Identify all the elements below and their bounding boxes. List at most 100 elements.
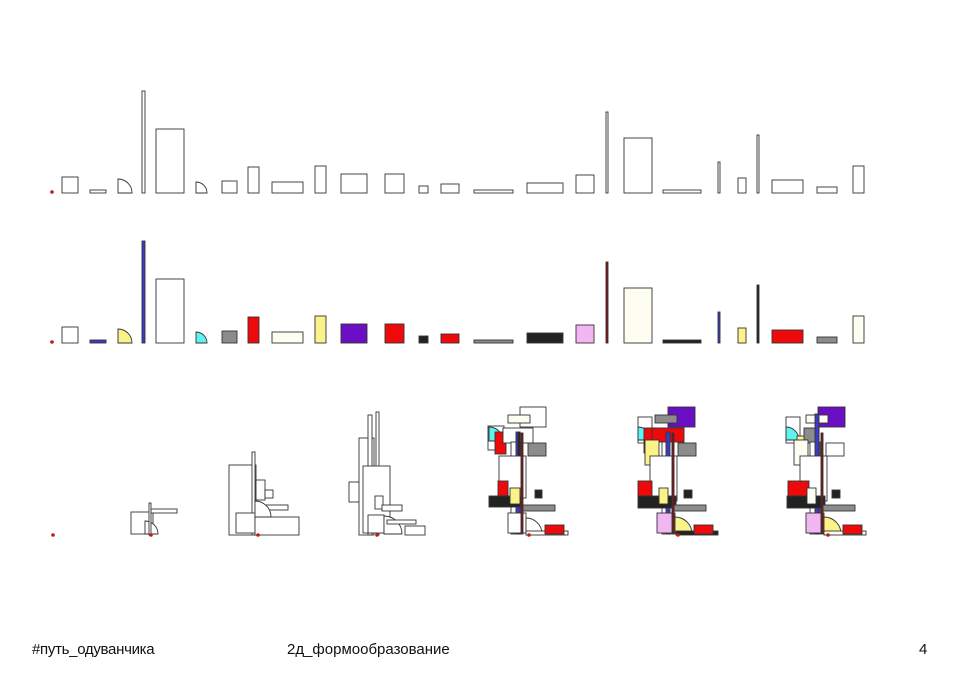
colored-quarter-circle — [195, 331, 208, 344]
outline-element — [771, 179, 804, 194]
outline-element — [384, 173, 405, 194]
outline-element — [271, 181, 304, 194]
colored-element — [141, 240, 146, 344]
composition-stage-6 — [637, 406, 719, 537]
quarter-circle-shape — [144, 520, 159, 535]
outline-element — [605, 111, 609, 194]
form-rect — [235, 512, 256, 534]
outline-element — [473, 189, 514, 194]
form-rect — [637, 480, 653, 497]
form-rect — [507, 414, 531, 424]
form-rect — [521, 504, 556, 512]
colored-element — [771, 329, 804, 344]
form-rect — [374, 495, 384, 510]
outline-element — [89, 189, 107, 194]
form-rect — [831, 489, 841, 499]
form-rect — [150, 508, 178, 514]
outline-element — [440, 183, 460, 194]
origin-dot — [51, 533, 55, 537]
outline-element — [314, 165, 327, 194]
form-rect — [520, 432, 524, 535]
outline-element — [852, 165, 865, 194]
outline-element — [575, 174, 595, 194]
colored-element — [89, 339, 107, 344]
form-rect — [786, 495, 826, 509]
colored-element — [852, 315, 865, 344]
outline-element — [340, 173, 368, 194]
form-rect — [509, 487, 521, 505]
colored-element — [221, 330, 238, 344]
composition-stage-2 — [130, 502, 178, 537]
form-rect — [255, 479, 266, 501]
form-rect — [821, 504, 856, 512]
form-rect — [806, 487, 817, 505]
origin-dot — [50, 190, 54, 194]
form-rect — [264, 489, 274, 499]
composition-stage-5 — [487, 406, 569, 537]
outline-element — [247, 166, 260, 194]
origin-dot — [826, 533, 830, 537]
form-rect — [251, 451, 256, 536]
origin-dot — [50, 340, 54, 344]
quarter-circle-shape — [254, 500, 272, 518]
form-rect — [787, 480, 810, 497]
form-rect — [693, 524, 714, 535]
colored-element — [816, 336, 838, 344]
outline-element — [623, 137, 653, 194]
origin-dot — [676, 533, 680, 537]
composition-stage-7 — [785, 406, 867, 537]
form-rect — [820, 432, 824, 535]
form-rect — [386, 519, 417, 525]
outline-element — [816, 186, 838, 194]
colored-element — [440, 333, 460, 344]
form-rect — [671, 432, 675, 535]
colored-element — [717, 311, 721, 344]
form-rect — [254, 516, 300, 536]
quarter-circle-shape — [383, 515, 403, 535]
outline-element — [61, 176, 79, 194]
footer-hashtag: #путь_одуванчика — [32, 641, 155, 658]
colored-element — [314, 315, 327, 344]
outline-element — [418, 185, 429, 194]
form-rect — [381, 504, 403, 512]
colored-elements-row — [50, 240, 865, 344]
form-rect — [497, 480, 509, 497]
colored-element — [155, 278, 185, 344]
form-rect — [677, 442, 697, 457]
form-rect — [534, 489, 543, 499]
composition-stage-3 — [228, 451, 300, 537]
outline-element — [155, 128, 185, 194]
form-rect — [825, 442, 845, 457]
origin-dot — [256, 533, 260, 537]
form-rect — [654, 414, 678, 424]
form-rect — [527, 442, 547, 457]
origin-dot — [527, 533, 531, 537]
colored-element — [61, 326, 79, 344]
form-rect — [637, 495, 677, 509]
colored-element — [662, 339, 702, 344]
outline-element — [526, 182, 564, 194]
form-rect — [842, 524, 863, 535]
outline-element — [141, 90, 146, 194]
colored-element — [623, 287, 653, 344]
form-rect — [367, 514, 385, 534]
colored-quarter-circle — [117, 328, 133, 344]
origin-dot — [375, 533, 379, 537]
form-rect — [544, 524, 565, 535]
form-rect — [658, 487, 669, 505]
form-rect — [672, 504, 707, 512]
outline-element — [662, 189, 702, 194]
composition-steps-row — [51, 533, 55, 537]
form-rect — [148, 502, 152, 536]
colored-element — [756, 284, 760, 344]
colored-element — [384, 323, 405, 344]
colored-element — [418, 335, 429, 344]
form-rect — [683, 489, 693, 499]
colored-element — [526, 332, 564, 344]
outline-elements-row — [50, 90, 865, 194]
outline-element — [756, 134, 760, 194]
outline-element — [221, 180, 238, 194]
colored-element — [737, 327, 747, 344]
colored-element — [340, 323, 368, 344]
